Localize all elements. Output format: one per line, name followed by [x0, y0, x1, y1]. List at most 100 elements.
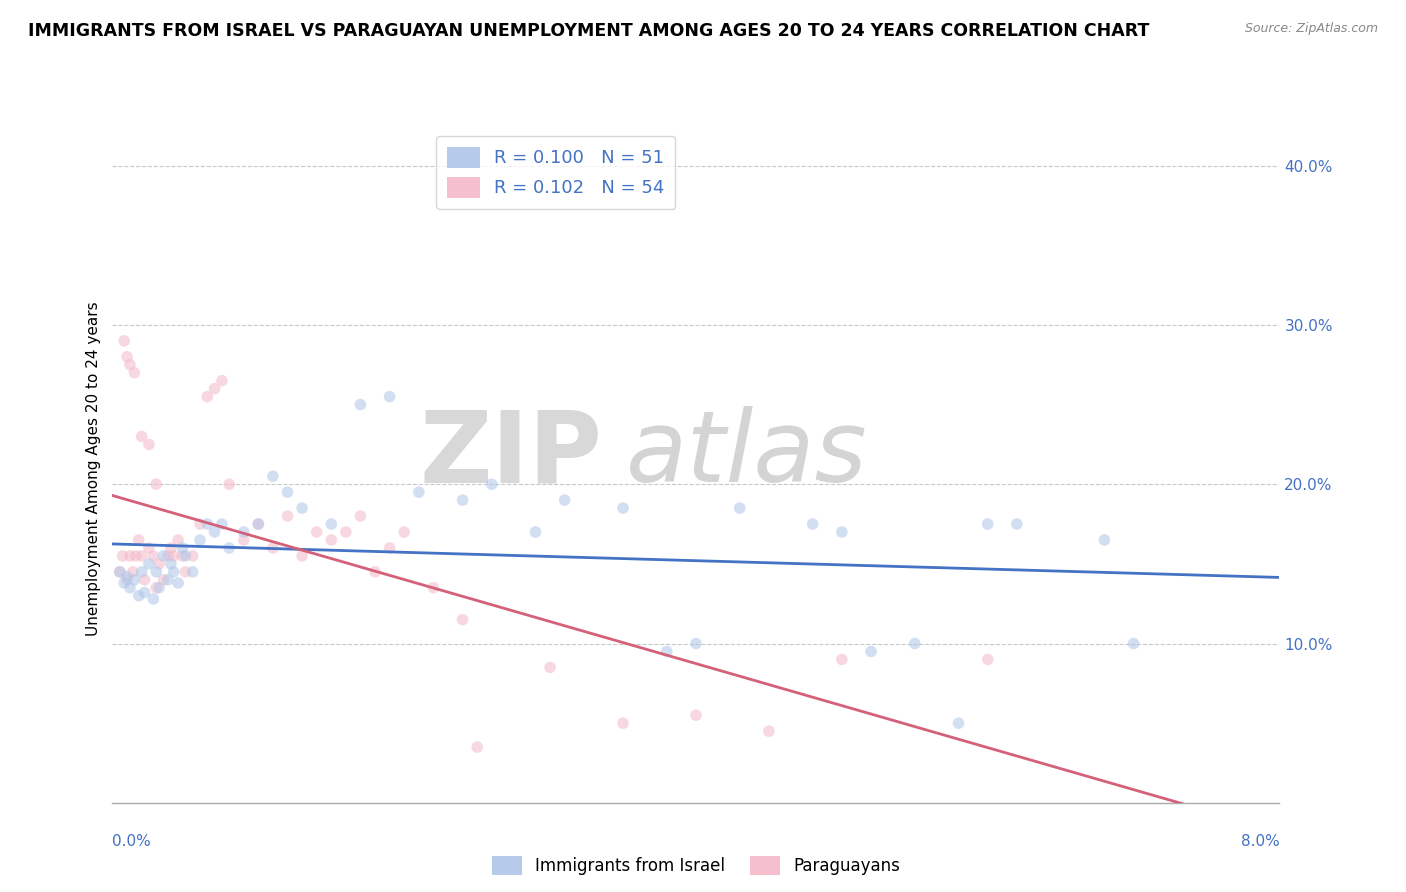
- Point: [554, 493, 576, 508]
- Point: [108, 565, 131, 579]
- Point: [378, 541, 401, 555]
- Point: [131, 565, 153, 579]
- Point: [138, 541, 160, 555]
- Y-axis label: Unemployment Among Ages 20 to 24 years: Unemployment Among Ages 20 to 24 years: [86, 301, 101, 636]
- Point: [728, 501, 751, 516]
- Point: [167, 533, 190, 547]
- Point: [131, 429, 153, 443]
- Point: [948, 716, 970, 731]
- Point: [392, 524, 416, 539]
- Point: [163, 549, 186, 563]
- Point: [305, 524, 328, 539]
- Point: [349, 398, 371, 412]
- Point: [134, 585, 156, 599]
- Point: [247, 517, 270, 532]
- Point: [204, 524, 226, 539]
- Text: 8.0%: 8.0%: [1240, 834, 1279, 849]
- Point: [145, 581, 167, 595]
- Point: [125, 549, 148, 563]
- Point: [118, 549, 141, 563]
- Point: [758, 724, 780, 739]
- Point: [204, 382, 226, 396]
- Point: [172, 549, 194, 563]
- Point: [167, 576, 190, 591]
- Legend: Immigrants from Israel, Paraguayans: Immigrants from Israel, Paraguayans: [485, 849, 907, 881]
- Point: [181, 549, 204, 563]
- Point: [156, 573, 179, 587]
- Point: [152, 573, 174, 587]
- Point: [134, 573, 156, 587]
- Point: [115, 573, 138, 587]
- Point: [364, 565, 387, 579]
- Point: [976, 517, 998, 532]
- Point: [211, 374, 233, 388]
- Point: [124, 573, 146, 587]
- Point: [276, 485, 298, 500]
- Point: [801, 517, 824, 532]
- Point: [904, 636, 927, 650]
- Text: 0.0%: 0.0%: [112, 834, 152, 849]
- Point: [112, 576, 135, 591]
- Point: [451, 613, 474, 627]
- Point: [152, 549, 174, 563]
- Point: [172, 541, 194, 555]
- Point: [115, 569, 138, 583]
- Point: [112, 334, 135, 348]
- Point: [148, 581, 170, 595]
- Point: [156, 549, 179, 563]
- Point: [1005, 517, 1028, 532]
- Point: [148, 557, 170, 571]
- Point: [291, 549, 314, 563]
- Point: [218, 477, 240, 491]
- Point: [145, 565, 167, 579]
- Point: [422, 581, 444, 595]
- Point: [481, 477, 503, 491]
- Text: IMMIGRANTS FROM ISRAEL VS PARAGUAYAN UNEMPLOYMENT AMONG AGES 20 TO 24 YEARS CORR: IMMIGRANTS FROM ISRAEL VS PARAGUAYAN UNE…: [28, 22, 1150, 40]
- Point: [465, 740, 488, 755]
- Point: [291, 501, 314, 516]
- Point: [160, 541, 183, 555]
- Point: [831, 524, 853, 539]
- Point: [138, 557, 160, 571]
- Point: [160, 557, 183, 571]
- Point: [163, 565, 186, 579]
- Point: [321, 533, 343, 547]
- Point: [524, 524, 547, 539]
- Point: [685, 708, 707, 723]
- Point: [276, 509, 298, 524]
- Point: [831, 652, 853, 666]
- Point: [612, 501, 634, 516]
- Point: [124, 366, 146, 380]
- Point: [195, 390, 218, 404]
- Point: [1092, 533, 1115, 547]
- Point: [128, 533, 150, 547]
- Point: [174, 565, 197, 579]
- Point: [128, 589, 150, 603]
- Point: [262, 541, 284, 555]
- Point: [335, 524, 357, 539]
- Point: [145, 477, 167, 491]
- Point: [122, 565, 145, 579]
- Point: [218, 541, 240, 555]
- Point: [262, 469, 284, 483]
- Point: [108, 565, 131, 579]
- Point: [232, 533, 254, 547]
- Point: [181, 565, 204, 579]
- Point: [188, 533, 211, 547]
- Text: atlas: atlas: [626, 407, 868, 503]
- Point: [451, 493, 474, 508]
- Point: [655, 644, 678, 658]
- Point: [408, 485, 430, 500]
- Point: [612, 716, 634, 731]
- Point: [188, 517, 211, 532]
- Point: [174, 549, 197, 563]
- Point: [195, 517, 218, 532]
- Text: Source: ZipAtlas.com: Source: ZipAtlas.com: [1244, 22, 1378, 36]
- Point: [211, 517, 233, 532]
- Point: [115, 350, 138, 364]
- Point: [349, 509, 371, 524]
- Point: [142, 549, 165, 563]
- Point: [111, 549, 134, 563]
- Point: [232, 524, 254, 539]
- Point: [131, 549, 153, 563]
